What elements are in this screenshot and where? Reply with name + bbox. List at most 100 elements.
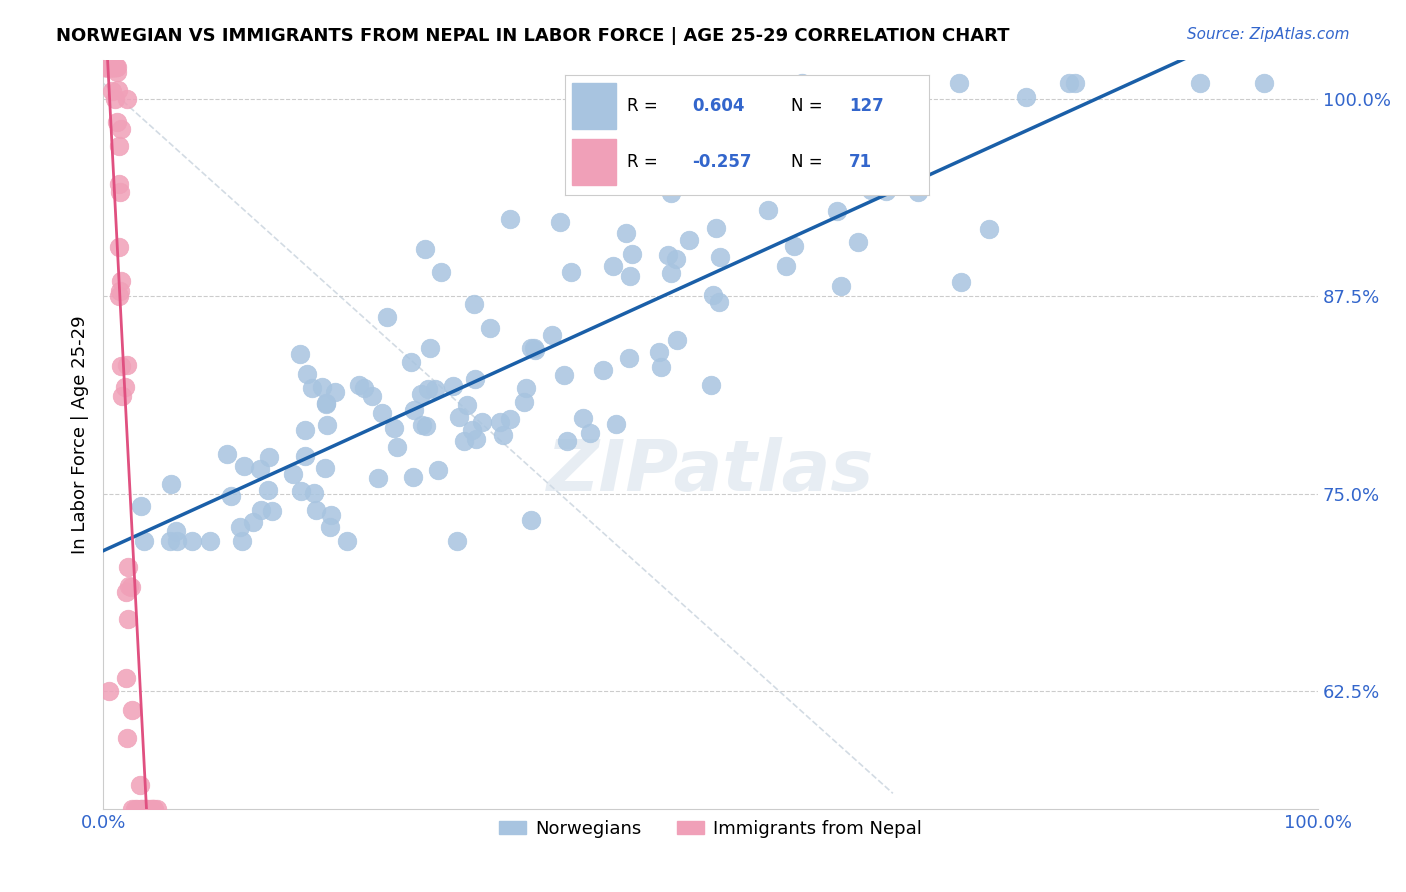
Point — [513, 394, 536, 409]
Point — [700, 377, 723, 392]
Point — [520, 513, 543, 527]
Point — [605, 176, 627, 190]
Point — [620, 247, 643, 261]
Point — [499, 211, 522, 226]
Point — [775, 260, 797, 274]
Point — [650, 359, 672, 374]
Point — [229, 519, 252, 533]
Point — [461, 423, 484, 437]
Point — [180, 533, 202, 548]
Point — [579, 426, 602, 441]
Point — [100, 61, 122, 75]
Point — [555, 434, 578, 448]
Point — [165, 524, 187, 539]
Point — [94, 61, 117, 75]
Point — [250, 503, 273, 517]
Point — [361, 388, 384, 402]
Point — [659, 186, 682, 201]
Point — [859, 183, 882, 197]
Point — [353, 381, 375, 395]
Point — [311, 379, 333, 393]
Point — [294, 423, 316, 437]
Point — [288, 347, 311, 361]
Point — [948, 76, 970, 90]
Point — [423, 382, 446, 396]
Legend: Norwegians, Immigrants from Nepal: Norwegians, Immigrants from Nepal — [492, 813, 929, 845]
Point — [825, 204, 848, 219]
Point — [515, 381, 537, 395]
Point — [107, 239, 129, 253]
Point — [110, 359, 132, 373]
Point — [290, 483, 312, 498]
Text: Source: ZipAtlas.com: Source: ZipAtlas.com — [1187, 27, 1350, 42]
Point — [94, 61, 117, 75]
Point — [464, 432, 486, 446]
Point — [523, 343, 546, 358]
Point — [115, 585, 138, 599]
Point — [828, 115, 851, 129]
Point — [160, 477, 183, 491]
Point — [319, 520, 342, 534]
Point — [875, 184, 897, 198]
Point — [1057, 76, 1080, 90]
Point — [572, 411, 595, 425]
Point — [756, 202, 779, 217]
Point — [426, 463, 449, 477]
Point — [117, 92, 139, 106]
Point — [135, 802, 157, 816]
Point — [315, 396, 337, 410]
Point — [666, 333, 689, 347]
Point — [949, 275, 972, 289]
Point — [97, 61, 120, 75]
Point — [399, 355, 422, 369]
Point — [129, 802, 152, 816]
Point — [104, 61, 127, 75]
Point — [94, 61, 117, 75]
Point — [166, 533, 188, 548]
Point — [446, 533, 468, 548]
Point — [142, 802, 165, 816]
Point — [257, 483, 280, 497]
Point — [127, 802, 149, 816]
Point — [415, 419, 437, 434]
Point — [94, 61, 117, 75]
Point — [647, 345, 669, 359]
Point — [100, 61, 122, 75]
Point — [98, 61, 121, 75]
Point — [709, 250, 731, 264]
Point — [548, 215, 571, 229]
Point — [479, 321, 502, 335]
Point — [1189, 76, 1212, 90]
Point — [419, 341, 441, 355]
Point — [215, 447, 238, 461]
Point — [93, 61, 115, 75]
Point — [143, 802, 166, 816]
Point — [198, 533, 221, 548]
Point — [134, 533, 156, 548]
Point — [94, 61, 117, 75]
Point — [110, 284, 132, 298]
Point — [94, 61, 117, 75]
Point — [402, 470, 425, 484]
Point — [257, 450, 280, 464]
Point — [375, 310, 398, 325]
Point — [1015, 90, 1038, 104]
Point — [602, 260, 624, 274]
Point — [114, 380, 136, 394]
Point — [704, 221, 727, 235]
Point — [233, 458, 256, 473]
Point — [101, 61, 124, 75]
Point — [592, 363, 614, 377]
Point — [135, 802, 157, 816]
Point — [522, 341, 544, 355]
Point — [108, 289, 131, 303]
Point — [456, 398, 478, 412]
Point — [105, 61, 128, 75]
Point — [117, 731, 139, 745]
Point — [129, 500, 152, 514]
Point — [702, 288, 724, 302]
Point — [96, 61, 118, 75]
Point — [315, 397, 337, 411]
Point — [132, 802, 155, 816]
Point — [678, 233, 700, 247]
